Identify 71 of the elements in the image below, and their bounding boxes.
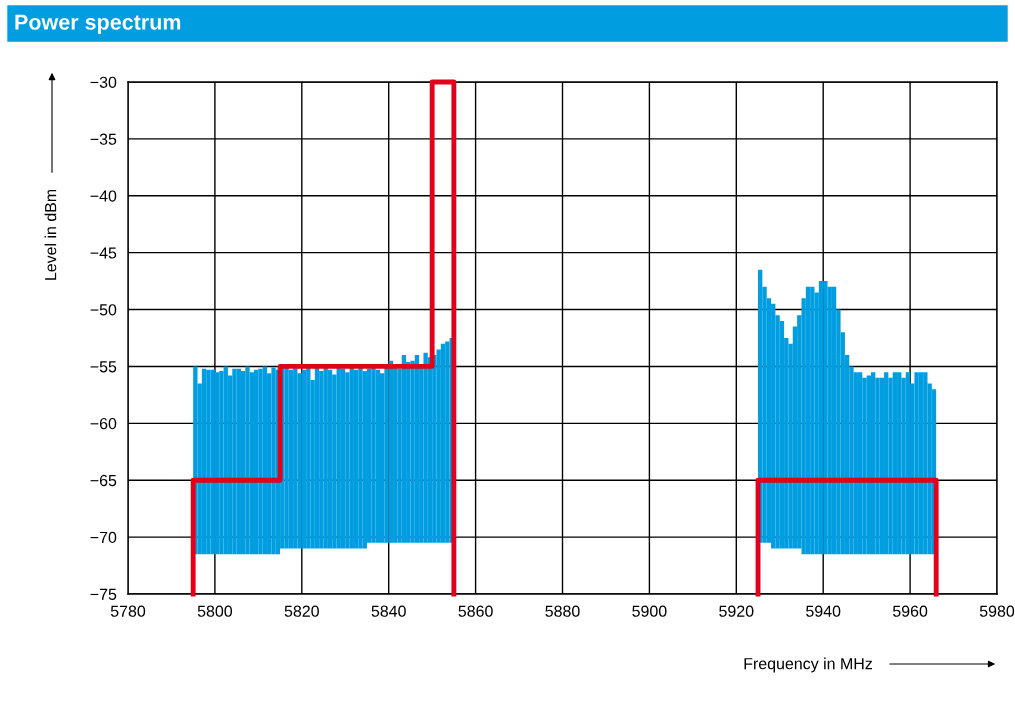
bar <box>918 372 924 555</box>
bar <box>923 372 928 555</box>
x-tick-label: 5940 <box>806 605 841 617</box>
bar <box>857 372 863 555</box>
bar <box>306 366 311 549</box>
y-tick-label: −55 <box>90 361 117 373</box>
bar <box>258 368 263 555</box>
bar <box>371 366 376 543</box>
x-tick-label: 5880 <box>545 605 580 617</box>
bar <box>293 366 298 549</box>
y-tick-label: −70 <box>90 531 117 544</box>
bar <box>232 368 237 555</box>
x-tick-label: 5920 <box>719 605 754 617</box>
bar <box>358 367 363 549</box>
bar <box>892 372 898 555</box>
bar <box>805 286 811 555</box>
y-tick-label: −30 <box>90 76 117 88</box>
bar <box>262 366 268 555</box>
x-tick-label: 5960 <box>892 605 928 617</box>
bar <box>414 355 420 543</box>
bar <box>823 281 828 555</box>
bar <box>284 366 289 549</box>
bar <box>323 366 328 549</box>
x-tick-label: 5840 <box>371 605 406 617</box>
bar <box>810 286 815 555</box>
chart-title: Power spectrum <box>15 14 181 35</box>
x-tick-label: 5980 <box>979 605 1015 617</box>
y-tick-label: −35 <box>90 133 117 145</box>
y-tick-label: −75 <box>90 588 117 600</box>
x-tick-label: 5820 <box>284 605 319 617</box>
bar <box>362 371 367 549</box>
x-tick-label: 5780 <box>110 605 146 617</box>
bar <box>818 281 824 555</box>
bar <box>401 355 407 543</box>
x-tick-label: 5860 <box>458 605 493 617</box>
bar <box>214 372 220 555</box>
bar <box>353 369 359 549</box>
bar <box>905 372 911 555</box>
bar <box>445 341 450 543</box>
bar <box>223 366 228 555</box>
bar <box>375 369 381 543</box>
bar <box>423 352 428 543</box>
bar <box>897 372 902 555</box>
bar <box>288 369 294 549</box>
bar <box>314 366 320 549</box>
x-axis-title: Frequency in MHz <box>744 657 873 673</box>
bar <box>831 286 837 555</box>
x-tick-label: 5900 <box>632 605 667 617</box>
bar <box>301 369 307 549</box>
bar <box>440 343 446 543</box>
bar <box>345 372 350 549</box>
bar <box>319 371 324 549</box>
bar <box>327 369 333 549</box>
bar <box>914 372 919 555</box>
y-tick-label: −40 <box>90 190 117 202</box>
bar <box>871 372 876 555</box>
bar <box>388 360 394 543</box>
bar <box>297 373 302 549</box>
y-axis-title: Level in dBm <box>44 189 57 280</box>
x-tick-label: 5800 <box>197 605 233 617</box>
bar <box>245 366 250 555</box>
bar <box>380 373 385 543</box>
y-tick-label: −50 <box>90 304 117 316</box>
bar <box>340 368 346 549</box>
bar <box>271 367 276 555</box>
bar <box>884 372 889 555</box>
y-tick-label: −45 <box>90 247 117 259</box>
bar <box>336 366 341 549</box>
bar <box>206 369 211 555</box>
y-tick-label: −60 <box>90 417 117 430</box>
y-tick-label: −65 <box>90 474 117 487</box>
